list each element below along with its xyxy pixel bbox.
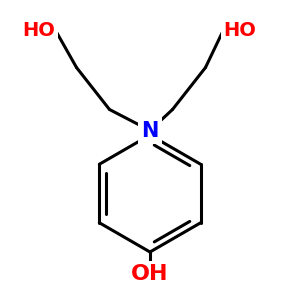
Text: OH: OH <box>131 265 169 284</box>
Text: N: N <box>141 121 159 140</box>
Text: HO: HO <box>22 20 56 40</box>
Text: HO: HO <box>224 20 256 40</box>
